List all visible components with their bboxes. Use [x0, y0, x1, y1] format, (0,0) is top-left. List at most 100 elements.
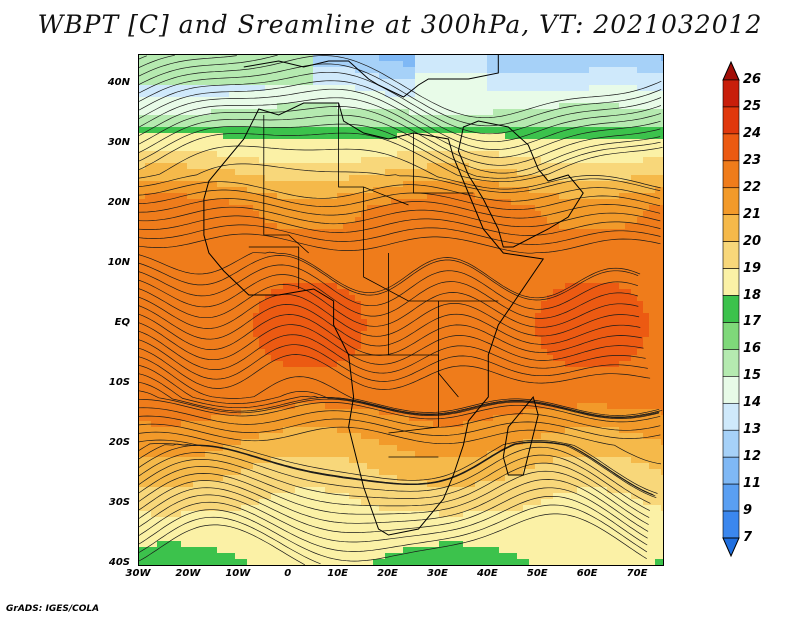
colorbar-box	[722, 349, 740, 377]
country-border	[348, 354, 439, 434]
lat-tick-label: EQ	[114, 317, 130, 328]
streamline	[139, 364, 660, 419]
streamline	[139, 415, 661, 439]
colorbar-level-label: 16	[743, 341, 762, 357]
colorbar-box	[722, 295, 740, 323]
streamline	[139, 487, 648, 539]
colorbar-min-triangle	[722, 537, 740, 558]
streamline	[139, 114, 661, 174]
streamline	[139, 63, 662, 127]
streamline	[139, 330, 646, 374]
streamline	[139, 233, 661, 254]
colorbar-level-label: 24	[743, 125, 762, 141]
streamline	[139, 446, 651, 504]
streamline	[139, 501, 648, 553]
map-title: WBPT [C] and Sreamline at 300hPa, VT: 20…	[37, 10, 763, 39]
country-border	[338, 103, 409, 206]
lat-tick-label: 20N	[107, 197, 130, 208]
colorbar-box	[722, 376, 740, 404]
colorbar-box	[722, 160, 740, 189]
streamline	[139, 55, 237, 77]
streamline	[139, 224, 661, 245]
colorbar-box	[722, 187, 740, 216]
coastline	[502, 395, 539, 476]
streamline	[139, 390, 659, 420]
streamline	[139, 356, 660, 416]
streamline	[139, 462, 650, 518]
colorbar-level-label: 23	[743, 152, 762, 168]
streamline	[139, 97, 661, 158]
streamline	[139, 423, 662, 465]
streamline	[139, 106, 661, 166]
colorbar-box	[722, 214, 740, 242]
colorbar-level-label: 13	[743, 422, 762, 438]
lat-tick-label: 40N	[107, 77, 130, 88]
colorbar-level-label: 22	[743, 179, 762, 195]
lat-tick-label: 40S	[108, 557, 130, 568]
lon-tick-label: 30W	[125, 568, 151, 579]
lon-tick-label: 50E	[526, 568, 548, 579]
streamline	[139, 132, 663, 183]
colorbar-level-label: 19	[743, 260, 762, 276]
streamline	[139, 339, 648, 382]
streamline	[139, 304, 641, 347]
streamline	[139, 494, 648, 546]
streamline	[139, 215, 661, 236]
streamline	[139, 80, 662, 143]
streamline	[139, 439, 657, 499]
country-border	[413, 133, 474, 194]
streamline	[139, 516, 321, 565]
streamline	[139, 431, 658, 494]
lon-tick-label: 20W	[175, 568, 201, 579]
country-border	[437, 300, 499, 398]
streamline	[139, 88, 661, 150]
colorbar-level-label: 26	[743, 72, 762, 87]
lat-tick-label: 30N	[107, 137, 130, 148]
streamline	[139, 181, 660, 202]
streamline	[139, 454, 650, 511]
colorbar-level-label: 15	[743, 368, 762, 384]
streamline	[139, 293, 640, 337]
streamline	[139, 255, 639, 301]
streamline	[139, 251, 641, 299]
colorbar-box	[722, 106, 740, 135]
streamline	[139, 509, 647, 562]
colorbar-level-label: 14	[743, 395, 762, 411]
streamline	[139, 55, 278, 85]
streamline	[139, 189, 661, 210]
lat-tick-label: 10N	[107, 257, 130, 268]
map-panel	[138, 54, 664, 566]
lon-tick-label: 10W	[225, 568, 251, 579]
colorbar-box	[722, 402, 740, 431]
lon-tick-label: 70E	[626, 568, 648, 579]
streamline	[139, 55, 175, 68]
streamline	[139, 347, 651, 390]
colorbar-level-label: 21	[743, 206, 762, 222]
colorbar-box	[722, 429, 740, 458]
lon-tick-label: 30E	[427, 568, 448, 579]
colorbar-level-label: 25	[743, 98, 762, 114]
streamline	[139, 55, 147, 60]
colorbar-box	[722, 241, 740, 269]
streamline	[139, 206, 661, 228]
lon-tick-label: 40E	[476, 568, 498, 579]
lon-tick-label: 10E	[327, 568, 348, 579]
colorbar-box	[722, 456, 740, 485]
streamline	[139, 479, 649, 532]
streamline	[139, 322, 644, 365]
lon-tick-label: 60E	[576, 568, 598, 579]
colorbar-max-triangle	[722, 60, 740, 81]
colorbar-level-label: 9	[743, 503, 753, 519]
colorbar-box	[722, 79, 740, 108]
streamline	[139, 55, 662, 119]
streamline	[139, 71, 662, 135]
colorbar-box	[722, 268, 740, 296]
colorbar-box	[722, 322, 740, 350]
lat-tick-label: 30S	[108, 497, 130, 508]
country-border	[263, 115, 309, 254]
wbpt-shading	[139, 55, 663, 565]
colorbar-level-label: 7	[743, 530, 753, 545]
streamline	[139, 398, 661, 423]
lat-tick-label: 20S	[108, 437, 130, 448]
streamline	[139, 381, 661, 418]
